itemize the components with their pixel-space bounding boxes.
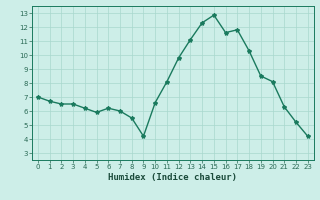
X-axis label: Humidex (Indice chaleur): Humidex (Indice chaleur) <box>108 173 237 182</box>
